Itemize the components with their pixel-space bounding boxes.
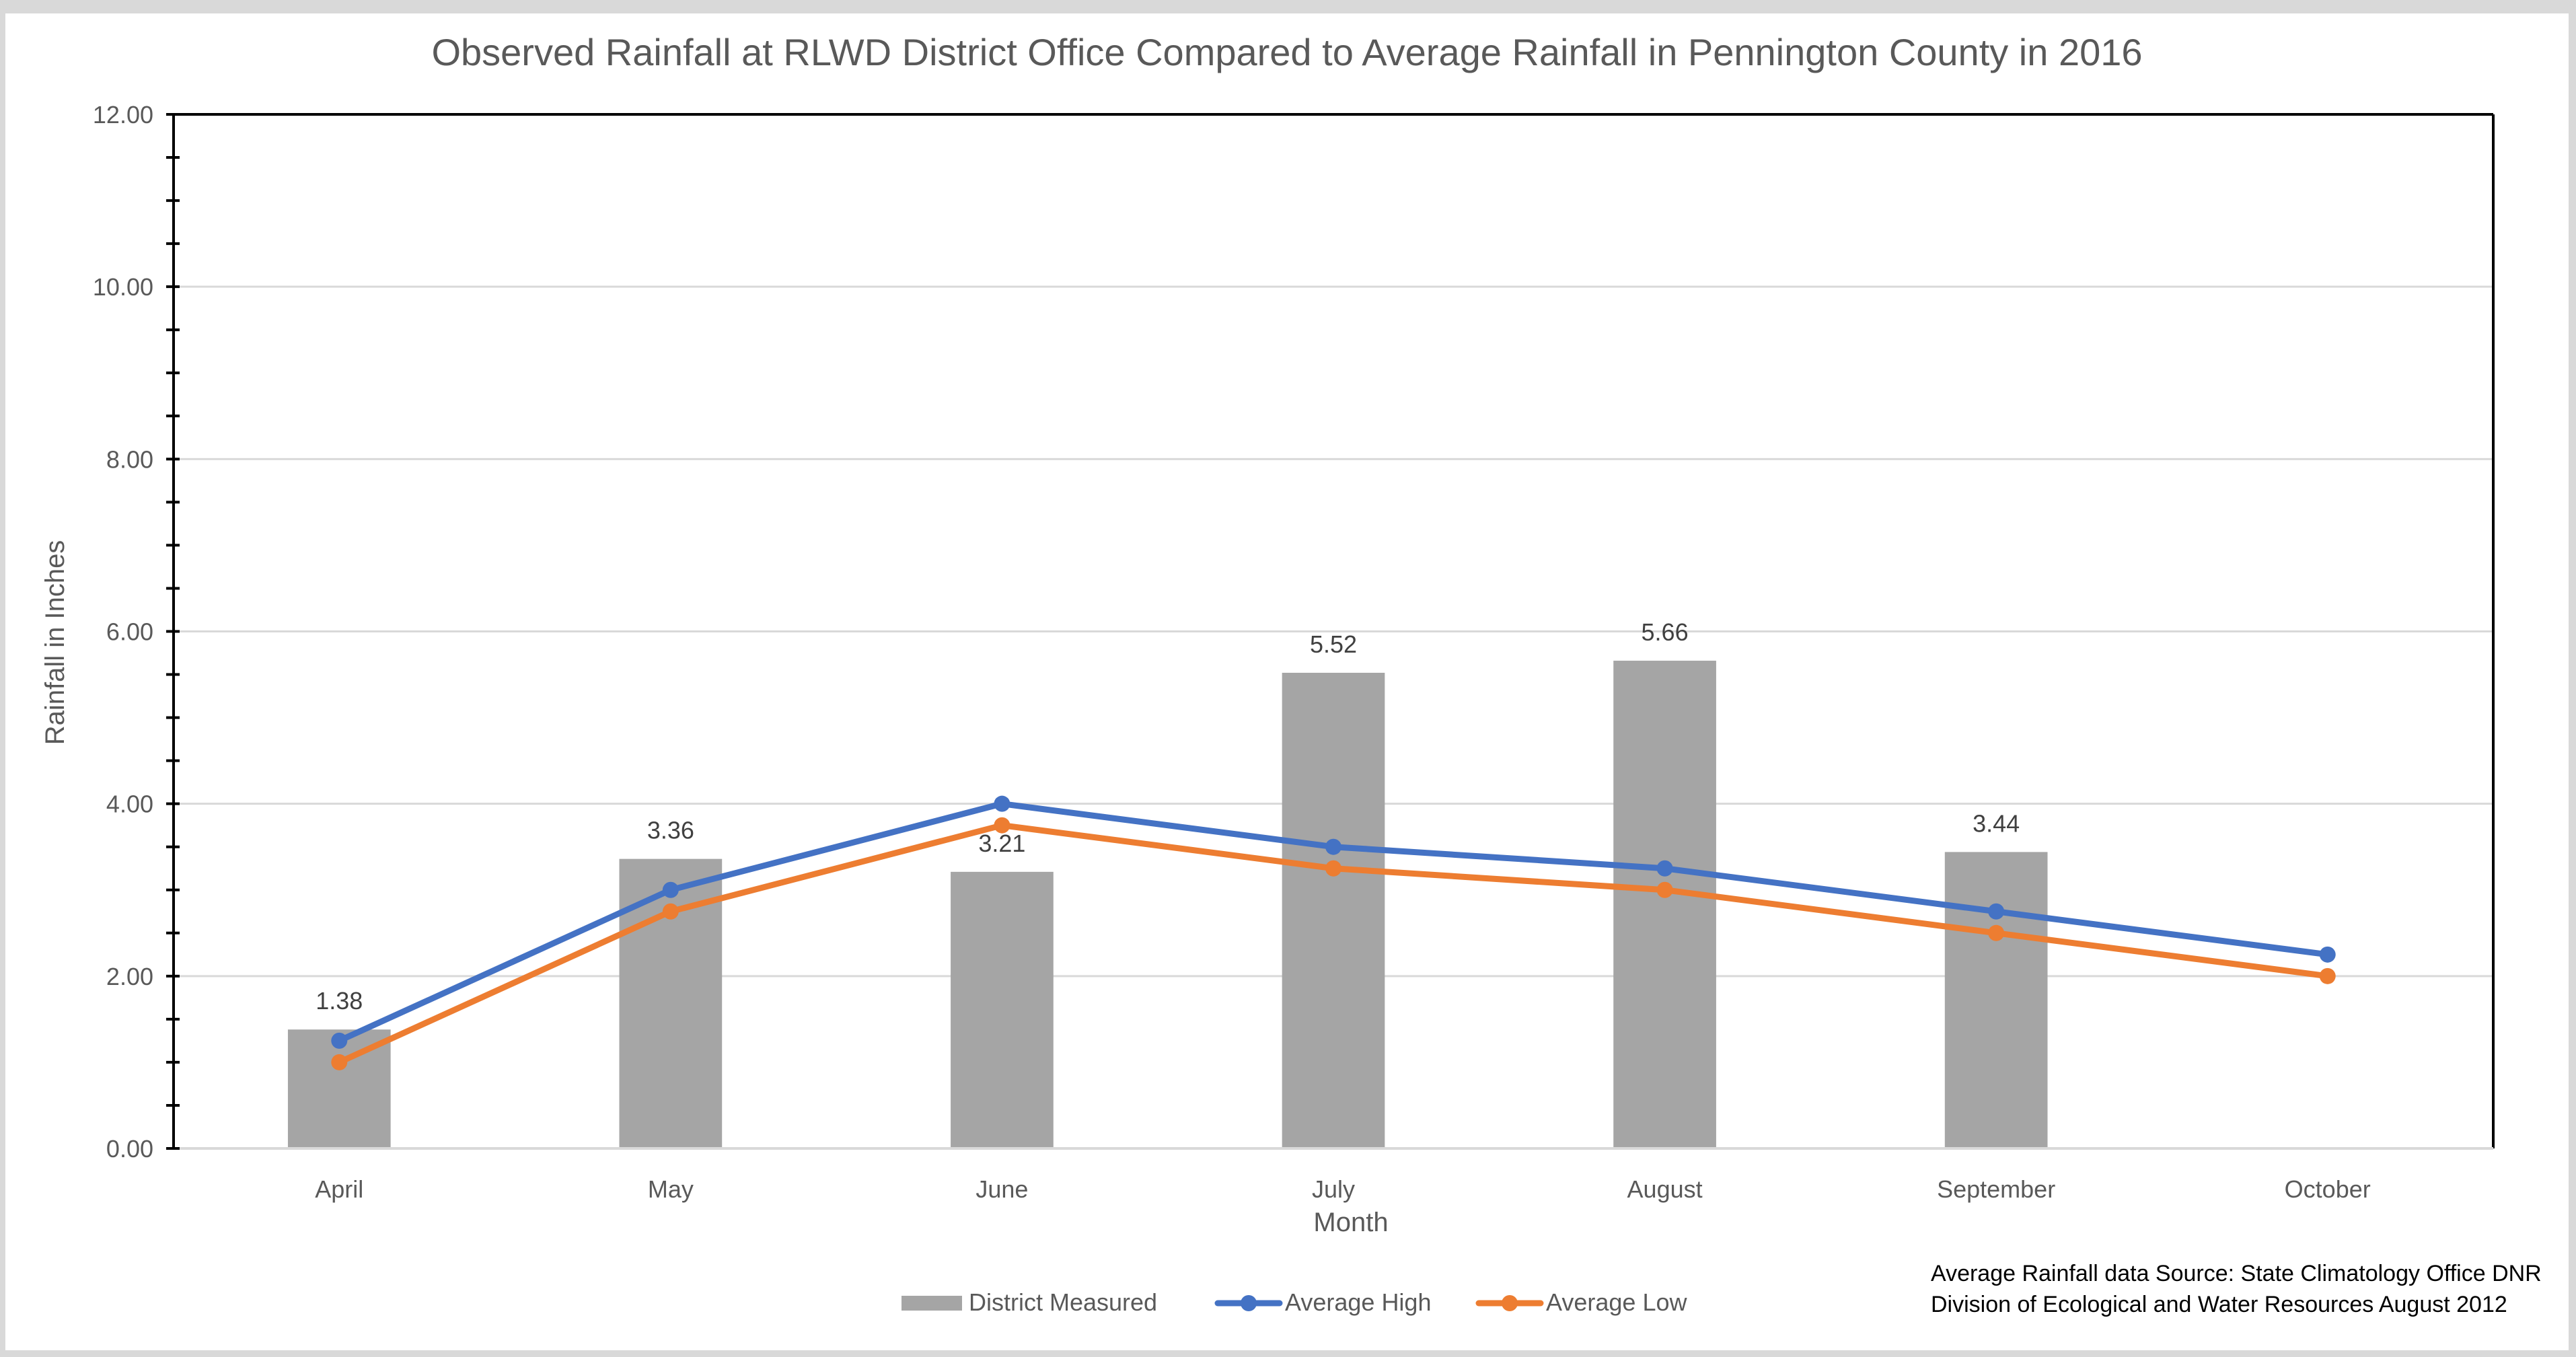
legend-swatch-district-measured: [901, 1296, 962, 1311]
y-tick-label: 4.00: [106, 791, 153, 818]
x-tick-label: October: [2285, 1175, 2371, 1203]
marker-average-low: [1656, 881, 1673, 898]
x-tick-label: April: [315, 1175, 363, 1203]
data-labels: 1.38 3.36 3.21 5.52 5.66 3.44: [316, 618, 2020, 1015]
bar-august: [1613, 661, 1716, 1148]
y-axis-title: Rainfall in Inches: [40, 540, 70, 745]
data-label: 3.21: [978, 830, 1025, 857]
marker-average-high: [2319, 946, 2336, 963]
marker-average-high: [1656, 860, 1673, 877]
data-label: 3.36: [647, 817, 694, 844]
data-label: 5.52: [1310, 630, 1357, 658]
source-note-line-2: Division of Ecological and Water Resourc…: [1931, 1292, 2507, 1317]
data-label: 1.38: [316, 987, 363, 1015]
bar-september: [1944, 852, 2048, 1148]
legend-marker-average-low: [1502, 1295, 1518, 1311]
x-tick-label: June: [976, 1175, 1028, 1203]
y-tick-label: 0.00: [106, 1135, 153, 1163]
legend-label: Average Low: [1546, 1288, 1687, 1316]
marker-average-low: [331, 1054, 348, 1070]
marker-average-high: [994, 795, 1010, 812]
axes: 0.00 2.00 4.00 6.00 8.00 10.00 12.00 April May Ju…: [93, 101, 2371, 1203]
marker-average-high: [1325, 838, 1341, 855]
lines: [331, 795, 2336, 1070]
marker-average-high: [1988, 903, 2005, 920]
x-axis-title: Month: [1313, 1208, 1388, 1237]
x-tick-label: July: [1312, 1175, 1355, 1203]
chart-title: Observed Rainfall at RLWD District Offic…: [431, 31, 2142, 73]
bar-june: [951, 871, 1054, 1148]
legend-label: Average High: [1285, 1288, 1431, 1316]
legend: District Measured Average High Average Low: [901, 1288, 1687, 1316]
legend-marker-average-high: [1241, 1295, 1257, 1311]
marker-average-low: [662, 903, 679, 920]
y-tick-label: 8.00: [106, 445, 153, 473]
x-tick-label: September: [1937, 1175, 2055, 1203]
data-label: 5.66: [1642, 618, 1689, 646]
y-tick-label: 10.00: [93, 273, 153, 301]
y-tick-label: 6.00: [106, 618, 153, 646]
x-tick-label: August: [1627, 1175, 1703, 1203]
marker-average-low: [2319, 967, 2336, 984]
y-tick-label: 12.00: [93, 101, 153, 129]
bar-july: [1282, 672, 1385, 1148]
data-label: 3.44: [1973, 809, 2020, 837]
marker-average-high: [331, 1032, 348, 1049]
chart-svg: Observed Rainfall at RLWD District Offic…: [40, 31, 2542, 1317]
marker-average-low: [1325, 860, 1341, 877]
x-tick-label: May: [648, 1175, 694, 1203]
source-note-line-1: Average Rainfall data Source: State Clim…: [1931, 1261, 2542, 1286]
y-tick-label: 2.00: [106, 963, 153, 990]
source-note: Average Rainfall data Source: State Clim…: [1931, 1261, 2542, 1317]
marker-average-low: [994, 817, 1010, 834]
legend-label: District Measured: [969, 1288, 1157, 1316]
plot-frame: [174, 113, 2495, 1150]
marker-average-high: [662, 881, 679, 898]
marker-average-low: [1988, 924, 2005, 941]
chart-area: Observed Rainfall at RLWD District Offic…: [5, 13, 2569, 1350]
